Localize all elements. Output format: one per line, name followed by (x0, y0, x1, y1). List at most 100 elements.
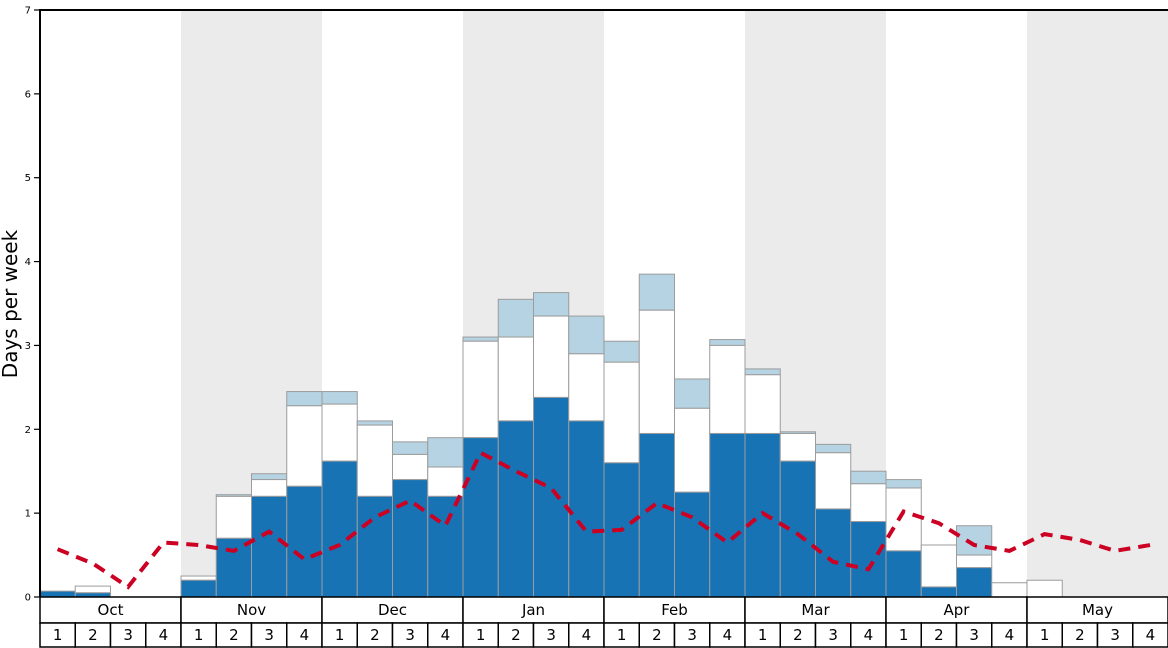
bar-segment-white (603, 361, 640, 464)
bar-segment-lightblue (674, 378, 711, 409)
bar-segment-lightblue (568, 315, 605, 355)
bar-segment-darkblue (709, 432, 746, 598)
week-number-label: 4 (1005, 626, 1015, 644)
bar-segment-darkblue (885, 550, 922, 598)
bar-segment-darkblue (462, 437, 499, 598)
bar-segment-white (356, 424, 393, 497)
bar-segment-lightblue (744, 368, 781, 376)
bar-segment-lightblue (356, 420, 393, 426)
week-number-label: 2 (229, 626, 239, 644)
bar-segment-white (180, 575, 217, 581)
bar-segment-darkblue (533, 396, 570, 598)
bar-segment-white (427, 466, 464, 497)
week-number-label: 4 (1146, 626, 1156, 644)
bar-segment-white (568, 353, 605, 422)
week-number-label: 3 (1110, 626, 1120, 644)
week-number-label: 2 (934, 626, 944, 644)
week-number-label: 3 (123, 626, 133, 644)
bar-segment-lightblue (638, 273, 675, 311)
week-number-label: 3 (546, 626, 556, 644)
bar-segment-lightblue (885, 479, 922, 489)
bar-segment-darkblue (392, 479, 429, 598)
week-number-label: 1 (617, 626, 627, 644)
week-number-label: 1 (758, 626, 768, 644)
month-label-jan: Jan (521, 601, 545, 619)
week-box (39, 622, 76, 648)
bar-segment-darkblue (638, 432, 675, 598)
week-number-label: 1 (194, 626, 204, 644)
bar-segment-white (638, 309, 675, 434)
week-number-label: 2 (370, 626, 380, 644)
bar-segment-lightblue (427, 437, 464, 468)
week-box (603, 622, 640, 648)
week-number-label: 1 (476, 626, 486, 644)
bar-segment-lightblue (251, 473, 288, 481)
bar-segment-white (74, 585, 111, 594)
bar-segment-white (885, 487, 922, 552)
bar-segment-darkblue (674, 491, 711, 598)
month-band-may (1027, 10, 1168, 597)
bar-segment-darkblue (568, 420, 605, 598)
week-number-label: 3 (264, 626, 274, 644)
week-box (497, 622, 535, 648)
bar-segment-white (850, 483, 887, 523)
bar-segment-white (392, 453, 429, 481)
week-number-label: 1 (1040, 626, 1050, 644)
bar-segment-white (286, 405, 323, 487)
week-number-label: 3 (969, 626, 979, 644)
bar-segment-white (533, 315, 570, 398)
week-box (250, 622, 288, 648)
month-box-apr (885, 596, 1028, 624)
bar-segment-lightblue (392, 441, 429, 455)
red-dashed-line (56, 450, 1151, 590)
week-box (673, 622, 711, 648)
bar-segment-white (497, 336, 534, 422)
bar-segment-white (321, 403, 358, 462)
week-number-label: 4 (864, 626, 874, 644)
week-number-label: 1 (899, 626, 909, 644)
bar-segment-white (462, 340, 499, 439)
bar-segment-lightblue (286, 391, 323, 407)
bar-segment-darkblue (180, 579, 217, 598)
week-box (1096, 622, 1134, 648)
week-number-label: 1 (335, 626, 345, 644)
month-box-mar (744, 596, 887, 624)
week-number-label: 2 (652, 626, 662, 644)
week-box (427, 622, 464, 648)
bar-segment-white (779, 432, 816, 462)
week-box (286, 622, 323, 648)
week-box (850, 622, 887, 648)
bar-segment-white (744, 374, 781, 434)
bar-segment-darkblue (497, 420, 534, 598)
bar-segment-darkblue (215, 537, 252, 598)
bar-segment-white (215, 495, 252, 539)
week-number-label: 3 (828, 626, 838, 644)
bar-segment-darkblue (850, 521, 887, 598)
week-box (462, 622, 499, 648)
bar-segment-white (674, 407, 711, 493)
week-box (321, 622, 358, 648)
bar-segment-white (709, 344, 746, 434)
month-box-feb (603, 596, 746, 624)
bar-segment-darkblue (920, 586, 957, 598)
bar-segment-white (991, 582, 1028, 598)
week-box (1132, 622, 1168, 648)
bar-segment-lightblue (603, 340, 640, 363)
bar-segment-darkblue (286, 485, 323, 598)
week-box (638, 622, 676, 648)
bar-segment-darkblue (321, 460, 358, 598)
bar-segment-lightblue (850, 470, 887, 485)
y-tick-label: 3 (25, 341, 31, 352)
bar-segment-darkblue (39, 590, 76, 598)
week-box (920, 622, 958, 648)
y-tick-label: 1 (25, 509, 31, 520)
y-axis-label: Days per week (0, 229, 22, 378)
week-number-label: 4 (582, 626, 592, 644)
week-number-label: 1 (53, 626, 63, 644)
bar-segment-darkblue (251, 495, 288, 598)
y-tick-label: 5 (25, 173, 31, 184)
bar-segment-white (815, 452, 852, 510)
y-tick-label: 6 (25, 89, 31, 100)
bar-segment-white (1026, 579, 1063, 598)
bar-segment-white (956, 554, 993, 569)
